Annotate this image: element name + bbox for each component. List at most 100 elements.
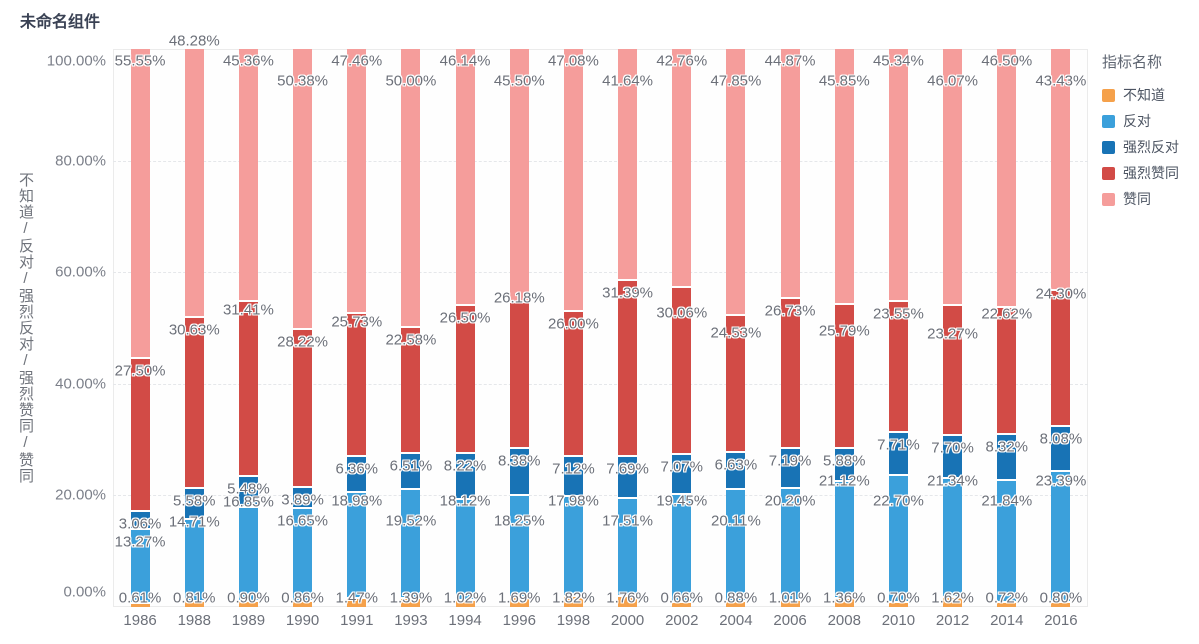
bar-segment[interactable] — [834, 304, 854, 449]
bar-segment[interactable] — [184, 520, 204, 603]
bar-segment[interactable] — [184, 602, 204, 607]
bar-segment[interactable] — [834, 448, 854, 482]
bar-segment[interactable] — [1051, 291, 1071, 427]
bar-segment[interactable] — [401, 328, 421, 454]
bar-segment[interactable] — [509, 49, 529, 303]
legend-item[interactable]: 强烈反对 — [1102, 139, 1179, 155]
bar-segment[interactable] — [455, 601, 475, 607]
bar-segment[interactable] — [726, 602, 746, 607]
bar-segment[interactable] — [997, 434, 1017, 482]
bar-segment[interactable] — [238, 507, 258, 602]
bar-segment[interactable] — [726, 49, 746, 316]
bar-segment[interactable] — [401, 49, 421, 328]
bar-segment[interactable] — [780, 601, 800, 607]
bar-segment[interactable] — [888, 476, 908, 604]
bar-segment[interactable] — [509, 448, 529, 496]
bar-segment[interactable] — [184, 489, 204, 521]
bar-segment[interactable] — [293, 330, 313, 488]
bar-segment[interactable] — [184, 318, 204, 490]
bar-segment[interactable] — [563, 496, 583, 597]
x-axis-label: 2004 — [719, 612, 753, 629]
bar-segment[interactable] — [130, 512, 150, 530]
bar-segment[interactable] — [130, 359, 150, 513]
bar-segment[interactable] — [618, 456, 638, 500]
bar-segment[interactable] — [726, 316, 746, 453]
bar-segment[interactable] — [618, 281, 638, 457]
bar-segment[interactable] — [943, 306, 963, 436]
bar-segment[interactable] — [888, 49, 908, 302]
bar-segment[interactable] — [401, 599, 421, 607]
legend-item[interactable]: 赞同 — [1102, 191, 1179, 207]
bar-segment[interactable] — [997, 308, 1017, 435]
bar-segment[interactable] — [1051, 602, 1071, 607]
bar-segment[interactable] — [1051, 49, 1071, 292]
bar-segment[interactable] — [238, 477, 258, 508]
bar-segment[interactable] — [455, 49, 475, 307]
bar-segment[interactable] — [888, 301, 908, 434]
bar-segment[interactable] — [834, 599, 854, 607]
bar-segment[interactable] — [834, 49, 854, 305]
bar-segment[interactable] — [834, 481, 854, 600]
bar-segment[interactable] — [347, 49, 367, 314]
bar-segment[interactable] — [672, 287, 692, 456]
bar-segment[interactable] — [780, 488, 800, 602]
bar-segment[interactable] — [888, 433, 908, 477]
bar-segment[interactable] — [563, 49, 583, 312]
bar-segment[interactable] — [293, 602, 313, 607]
bar-segment[interactable] — [672, 49, 692, 288]
bar-segment[interactable] — [509, 597, 529, 607]
bar-segment[interactable] — [509, 495, 529, 598]
bar-segment[interactable] — [618, 499, 638, 598]
bar-segment[interactable] — [997, 49, 1017, 309]
bar-segment[interactable] — [563, 311, 583, 457]
bar-segment[interactable] — [672, 455, 692, 495]
bar-segment[interactable] — [780, 299, 800, 449]
bar-segment[interactable] — [997, 602, 1017, 607]
bar-segment[interactable] — [563, 596, 583, 607]
bar-segment[interactable] — [347, 457, 367, 493]
bar-segment[interactable] — [1051, 472, 1071, 603]
bar-segment[interactable] — [726, 489, 746, 603]
bar-segment[interactable] — [1051, 426, 1071, 472]
legend-item[interactable]: 强烈赞同 — [1102, 165, 1179, 181]
bar-segment[interactable] — [455, 454, 475, 501]
bar-segment[interactable] — [943, 435, 963, 479]
legend-item[interactable]: 反对 — [1102, 113, 1179, 129]
bar-segment[interactable] — [943, 597, 963, 607]
bar-segment[interactable] — [726, 452, 746, 490]
legend-item[interactable]: 不知道 — [1102, 87, 1179, 103]
bar-segment[interactable] — [130, 603, 150, 607]
bar-segment[interactable] — [401, 453, 421, 491]
value-label: 25.73% — [331, 313, 383, 331]
bar-segment[interactable] — [238, 49, 258, 303]
bar-segment[interactable] — [618, 597, 638, 607]
bar-segment[interactable] — [130, 529, 150, 604]
bar-segment[interactable] — [293, 487, 313, 510]
bar-segment[interactable] — [780, 448, 800, 489]
bar-segment[interactable] — [672, 494, 692, 604]
bar-segment[interactable] — [563, 456, 583, 497]
bar-segment[interactable] — [184, 48, 204, 319]
bar-segment[interactable] — [888, 603, 908, 607]
bar-segment[interactable] — [347, 313, 367, 458]
bar-segment[interactable] — [780, 49, 800, 300]
value-label: 5.88% — [822, 452, 866, 470]
bar-segment[interactable] — [455, 500, 475, 602]
bar-segment[interactable] — [509, 302, 529, 449]
bar-segment[interactable] — [130, 49, 150, 360]
bar-segment[interactable] — [618, 49, 638, 282]
bar-segment[interactable] — [293, 49, 313, 331]
x-axis-label: 2006 — [773, 612, 807, 629]
bar-segment[interactable] — [997, 481, 1017, 603]
bar-segment[interactable] — [238, 601, 258, 607]
bar-segment[interactable] — [238, 302, 258, 478]
bar-segment[interactable] — [455, 306, 475, 455]
bar-segment[interactable] — [293, 509, 313, 603]
bar-segment[interactable] — [401, 490, 421, 600]
bar-segment[interactable] — [672, 603, 692, 607]
legend-color-swatch — [1102, 166, 1115, 180]
bar-segment[interactable] — [347, 492, 367, 599]
bar-segment[interactable] — [943, 49, 963, 307]
bar-segment[interactable] — [943, 478, 963, 598]
bar-segment[interactable] — [347, 598, 367, 607]
